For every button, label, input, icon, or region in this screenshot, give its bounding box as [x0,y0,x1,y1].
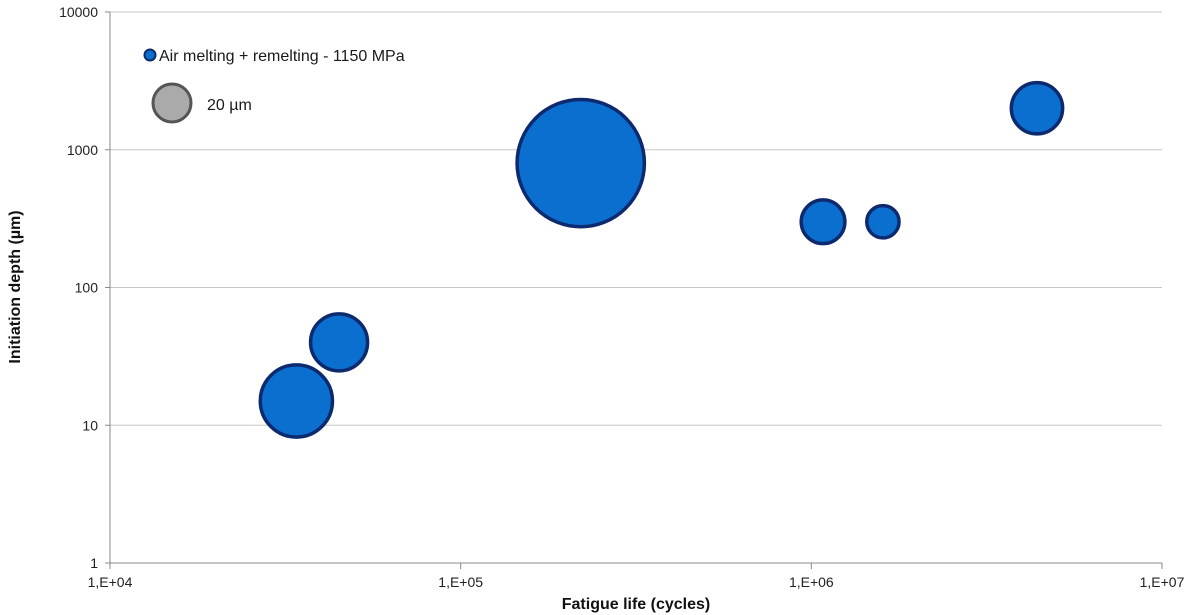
y-tick-label: 1 [90,555,98,571]
bubble-point [865,203,901,240]
legend-series-label: Air melting + remelting - 1150 MPa [159,48,405,65]
x-tick-label: 1,E+04 [88,574,133,590]
bubble-point [515,97,647,229]
y-tick-label: 100 [75,280,99,296]
x-axis-ticks: 1,E+04 1,E+05 1,E+06 1,E+07 [88,563,1185,590]
bubble-point [308,312,370,373]
legend-size-reference-marker [151,82,193,124]
y-tick-label: 10000 [59,4,98,20]
x-tick-label: 1,E+06 [789,574,834,590]
legend: Air melting + remelting - 1150 MPa 20 µm [143,48,405,124]
bubble-point [1009,80,1065,136]
y-axis-title: Initiation depth (µm) [7,210,24,363]
legend-size-reference-label: 20 µm [207,97,252,114]
bubble-series [258,80,1065,439]
legend-series-marker [143,48,157,62]
gridlines [109,11,1162,564]
y-axis-ticks: 1 10 100 1000 10000 [59,4,110,571]
y-tick-label: 10 [82,417,98,433]
bubble-point [799,198,847,246]
x-tick-label: 1,E+07 [1140,574,1185,590]
x-axis-title: Fatigue life (cycles) [562,596,711,613]
bubble-point [258,363,335,439]
y-tick-label: 1000 [67,142,98,158]
x-tick-label: 1,E+05 [438,574,483,590]
